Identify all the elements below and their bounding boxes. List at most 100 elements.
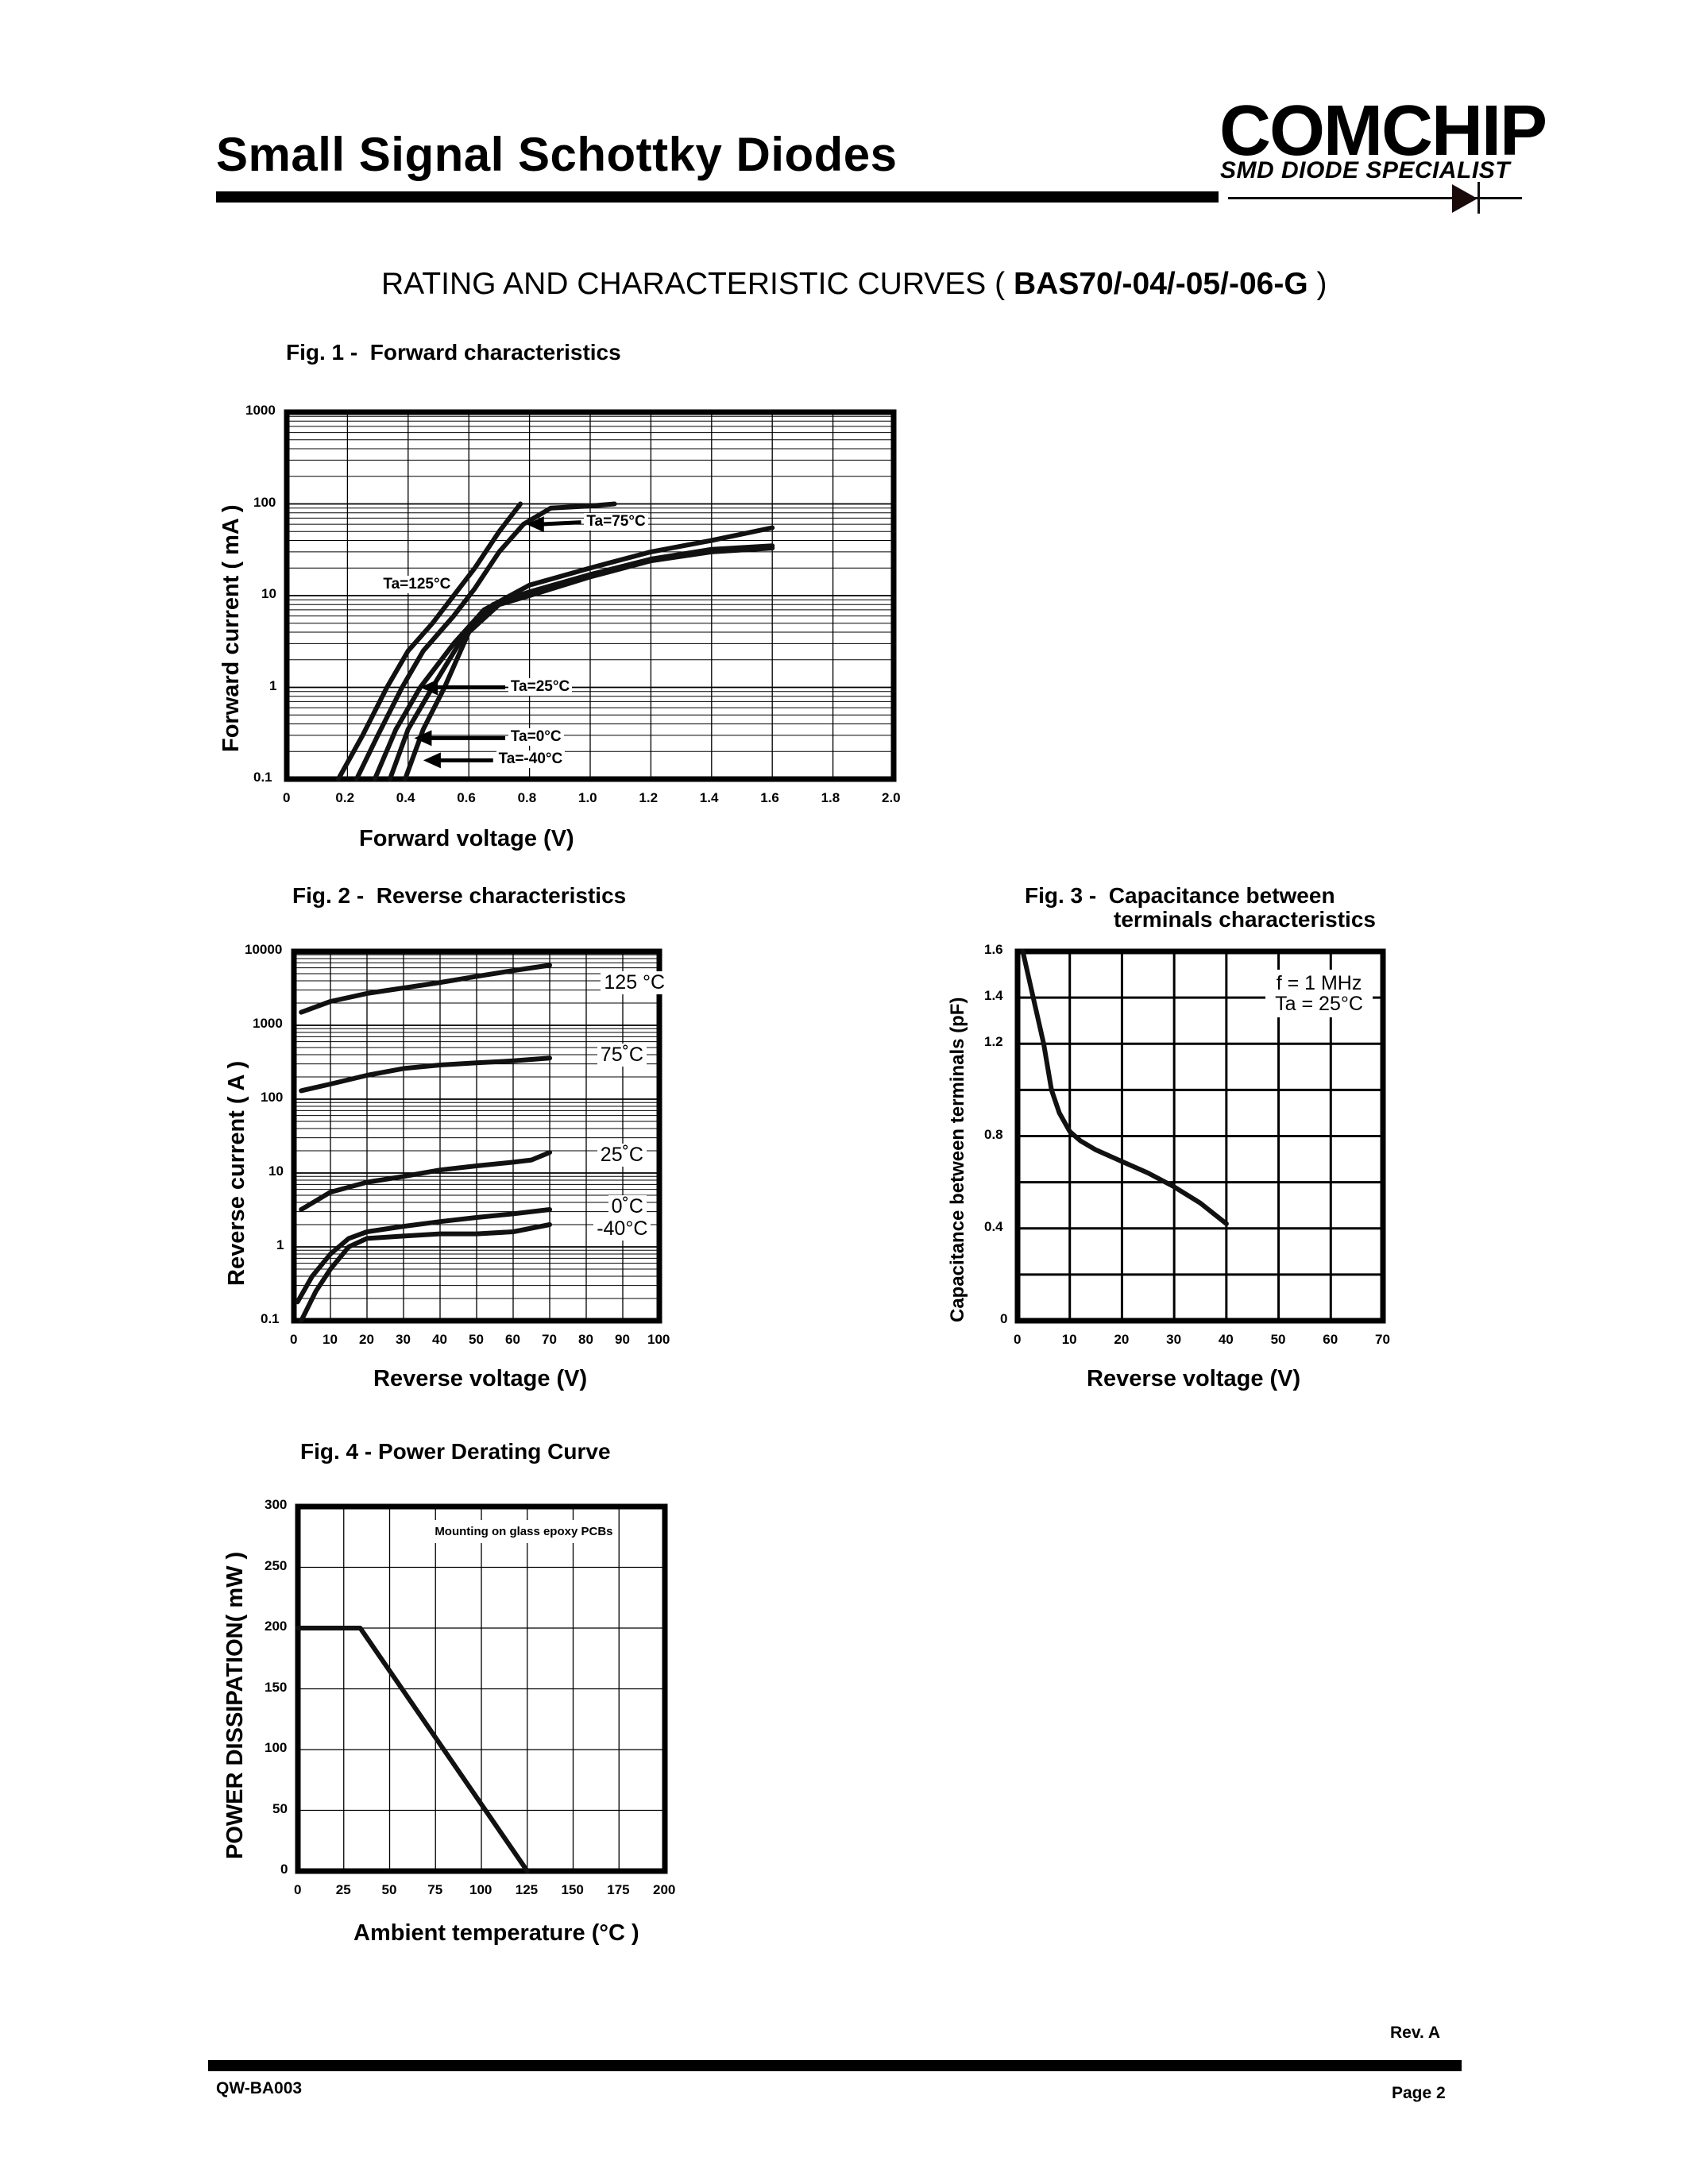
test-conditions-box: f = 1 MHz Ta = 25°C [1265,970,1373,1018]
fig3-title-line2: terminals characteristics [1114,907,1376,932]
y-tick-label: 100 [265,1740,288,1755]
series-line-0 [299,963,552,1015]
x-tick-label: 0 [1014,1332,1022,1347]
x-tick-label: 150 [561,1882,584,1897]
condition-label: Ta = 25°C [1275,993,1363,1016]
y-tick-label: 100 [261,1090,284,1105]
logo-line [1228,197,1522,199]
curve-label: 125 °C [601,971,669,995]
y-tick-label: 300 [265,1497,288,1512]
section-title-prefix: RATING AND CHARACTERISTIC CURVES ( [381,267,1006,301]
header-rule [216,191,1219,203]
x-axis-label: Ambient temperature (°C ) [353,1920,639,1946]
y-axis-label: POWER DISSIPATION( mW ) [222,1551,248,1859]
x-tick-label: 0.4 [396,790,415,805]
part-number: BAS70/-04/-05/-06-G [1014,267,1308,301]
y-tick-label: 10 [261,586,276,601]
document-title: Small Signal Schottky Diodes [216,128,898,181]
x-tick-label: 100 [647,1332,670,1347]
curve-label: 0˚C [608,1194,647,1218]
curve-label: -40°C [593,1217,651,1241]
fig4-title: Fig. 4 - Power Derating Curve [300,1439,611,1464]
y-tick-label: 1.2 [984,1034,1003,1050]
x-tick-label: 0.8 [517,790,537,805]
section-title-suffix: ) [1316,267,1327,301]
x-tick-label: 30 [396,1332,411,1347]
diode-cathode-bar [1477,182,1480,214]
y-tick-label: 0 [280,1862,288,1877]
x-tick-label: 70 [542,1332,557,1347]
y-tick-label: 1000 [245,403,276,418]
x-tick-label: 1.6 [760,790,779,805]
x-tick-label: 2.0 [882,790,901,805]
fig2-title: Fig. 2 - Reverse characteristics [292,883,627,908]
arrow-icon [423,752,441,769]
x-tick-label: 40 [432,1332,447,1347]
condition-label: f = 1 MHz [1276,972,1362,995]
revision-label: Rev. A [1390,2024,1441,2042]
section-title: RATING AND CHARACTERISTIC CURVES ( BAS70… [381,267,1327,302]
x-tick-label: 20 [359,1332,374,1347]
series-line-4 [299,1222,552,1323]
doc-number: QW-BA003 [216,2079,303,2097]
x-tick-label: 50 [1270,1332,1286,1347]
arrow-icon [414,730,432,747]
curve-label: Ta=-40°C [496,751,566,769]
x-axis-label: Forward voltage (V) [359,826,574,851]
series-line-0 [295,1626,530,1873]
x-tick-label: 1.8 [821,790,840,805]
x-tick-label: 40 [1218,1332,1234,1347]
y-tick-label: 100 [253,494,276,510]
y-tick-label: 0.1 [253,770,272,785]
series-line-0 [335,501,523,781]
x-tick-label: 60 [505,1332,520,1347]
page-number: Page 2 [1392,2084,1446,2102]
x-tick-label: 1.4 [699,790,719,805]
x-tick-label: 75 [427,1882,443,1897]
curve-label: Ta=0°C [508,728,564,747]
series-line-2 [299,1150,552,1212]
series-line-0 [1020,949,1229,1226]
x-axis-label: Reverse voltage (V) [373,1366,588,1391]
x-tick-label: 90 [615,1332,630,1347]
series-line-1 [353,501,617,781]
x-tick-label: 20 [1114,1332,1130,1347]
x-tick-label: 80 [578,1332,593,1347]
fig1-title: Fig. 1 - Forward characteristics [286,340,621,365]
x-tick-label: 10 [323,1332,338,1347]
y-tick-label: 1000 [253,1016,283,1031]
curve-label: Ta=75°C [584,512,648,531]
x-tick-label: 50 [469,1332,484,1347]
x-tick-label: 0.2 [335,790,355,805]
series-line-4 [403,546,775,781]
x-tick-label: 0.6 [457,790,476,805]
curve-label: Ta=25°C [508,677,573,696]
curve-label: Ta=125°C [380,575,454,593]
y-tick-label: 1.4 [984,988,1003,1004]
x-tick-label: 1.0 [578,790,597,805]
x-tick-label: 0 [283,790,291,805]
x-tick-label: 100 [469,1882,492,1897]
brand-logo: COMCHIP [1219,91,1547,171]
series-line-3 [295,1207,552,1305]
x-tick-label: 10 [1061,1332,1077,1347]
x-tick-label: 175 [607,1882,630,1897]
curve-label: 75˚C [597,1044,647,1067]
arrow-icon [420,679,438,696]
x-tick-label: 50 [381,1882,397,1897]
x-tick-label: 25 [335,1882,351,1897]
brand-tagline: SMD DIODE SPECIALIST [1220,157,1511,183]
x-tick-label: 60 [1323,1332,1338,1347]
y-tick-label: 0 [1000,1311,1008,1326]
y-tick-label: 200 [265,1619,288,1634]
mounting-note: Mounting on glass epoxy PCBs [430,1519,618,1543]
y-tick-label: 1 [276,1237,284,1252]
y-tick-label: 0.4 [984,1218,1003,1234]
y-tick-label: 1.6 [984,942,1003,957]
y-tick-label: 10000 [245,942,283,957]
y-tick-label: 50 [272,1800,288,1816]
y-tick-label: 0.1 [261,1311,280,1326]
y-tick-label: 150 [265,1679,288,1695]
